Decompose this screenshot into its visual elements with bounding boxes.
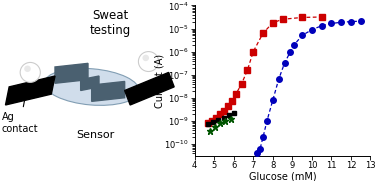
Circle shape [143, 55, 149, 61]
Text: Sensor: Sensor [76, 130, 115, 140]
Ellipse shape [44, 68, 139, 105]
Text: Ag
contact: Ag contact [2, 85, 39, 134]
Polygon shape [81, 76, 99, 90]
Circle shape [24, 66, 31, 72]
Polygon shape [125, 72, 174, 105]
Y-axis label: Current (A): Current (A) [155, 53, 164, 108]
Polygon shape [55, 63, 88, 83]
Polygon shape [6, 76, 55, 105]
Text: Sweat
testing: Sweat testing [89, 9, 131, 37]
Circle shape [138, 52, 159, 71]
X-axis label: Glucose (mM): Glucose (mM) [249, 172, 316, 181]
Polygon shape [91, 81, 125, 101]
Circle shape [20, 62, 40, 82]
